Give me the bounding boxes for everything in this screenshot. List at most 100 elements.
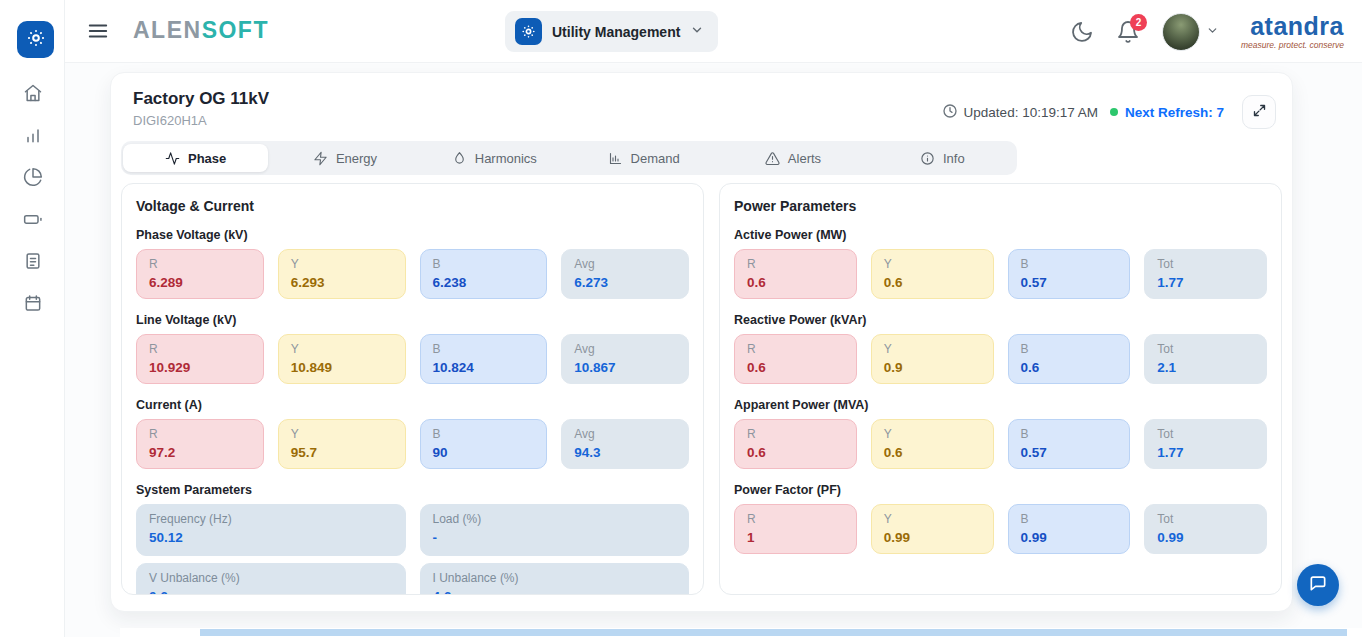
- tile-phase-label: R: [149, 342, 251, 356]
- tab-info[interactable]: Info: [870, 144, 1015, 172]
- sidebar-item-battery[interactable]: [22, 210, 44, 232]
- notifications-button[interactable]: 2: [1116, 20, 1140, 44]
- dark-mode-toggle[interactable]: [1070, 20, 1094, 44]
- moon-icon: [1070, 30, 1094, 47]
- sidebar-item-calendar[interactable]: [22, 294, 44, 316]
- group-label: Phase Voltage (kV): [136, 228, 689, 242]
- sidebar-item-home[interactable]: [22, 84, 44, 106]
- tile-value: 10.867: [574, 360, 676, 375]
- brand-name: atandra: [1241, 14, 1344, 39]
- tile-value: 0.57: [1021, 275, 1118, 290]
- panels: Voltage & Current Phase Voltage (kV)R6.2…: [111, 175, 1292, 595]
- tile-value: 95.7: [291, 445, 393, 460]
- tile-value: 0.57: [1021, 445, 1118, 460]
- system-tile-label: Load (%): [433, 512, 677, 526]
- metric-tile-b: B0.99: [1008, 504, 1131, 554]
- voltage-current-groups: Phase Voltage (kV)R6.289Y6.293B6.238Avg6…: [136, 228, 689, 469]
- droplet-icon: [452, 151, 467, 166]
- horizontal-scrollbar-thumb[interactable]: [200, 629, 1347, 636]
- tab-label: Energy: [336, 151, 377, 166]
- tab-bar: Phase Energy Harmonics Demand AlertsInfo: [121, 141, 1017, 175]
- utility-module-icon: [515, 18, 542, 45]
- tile-value: 0.6: [884, 275, 981, 290]
- tile-phase-label: Y: [884, 342, 981, 356]
- metric-tile-b: B 0.57: [1008, 249, 1131, 299]
- waveform-icon: [165, 151, 180, 166]
- metric-tile-r: R0.6: [734, 419, 857, 469]
- sidebar-item-bar-chart[interactable]: [22, 126, 44, 148]
- module-selector-label: Utility Management: [552, 24, 680, 40]
- metric-group: Line Voltage (kV)R10.929Y10.849B10.824Av…: [136, 313, 689, 384]
- tab-harmonics[interactable]: Harmonics: [422, 144, 567, 172]
- horizontal-scrollbar-track[interactable]: [120, 628, 1362, 637]
- system-parameters-group: System Parameters Frequency (Hz)50.12Loa…: [136, 483, 689, 595]
- chart-icon: [608, 151, 623, 166]
- tile-phase-label: R: [149, 257, 251, 271]
- tile-value: 6.293: [291, 275, 393, 290]
- tile-row: R97.2Y95.7B90Avg94.3: [136, 419, 689, 469]
- topbar-actions: 2 atandra measure. protect. conserve: [1070, 0, 1344, 63]
- group-label: Active Power (MW): [734, 228, 1267, 242]
- status-dot: [1110, 108, 1118, 116]
- group-label: Current (A): [136, 398, 689, 412]
- chat-bubble-icon: [1308, 573, 1328, 597]
- tile-value: 1.77: [1157, 445, 1254, 460]
- module-selector[interactable]: Utility Management: [505, 11, 718, 52]
- tile-phase-label: Tot: [1157, 427, 1254, 441]
- metric-tile-b: B0.57: [1008, 419, 1131, 469]
- system-tile-value: 4.6: [433, 589, 677, 595]
- card-title-block: Factory OG 11kV DIGI620H1A: [123, 89, 269, 128]
- menu-icon[interactable]: [87, 20, 109, 42]
- user-menu[interactable]: [1162, 13, 1219, 51]
- tab-phase[interactable]: Phase: [123, 144, 268, 172]
- topbar: ALENSOFT Utility Management: [65, 0, 1362, 63]
- sidebar-item-pie-chart[interactable]: [22, 168, 44, 190]
- tile-phase-label: Avg: [574, 342, 676, 356]
- tile-value: 10.849: [291, 360, 393, 375]
- metric-tile-y: Y0.99: [871, 504, 994, 554]
- system-tile: I Unbalance (%)4.6: [420, 563, 690, 595]
- brand-tagline: measure. protect. conserve: [1241, 41, 1344, 50]
- tile-value: 97.2: [149, 445, 251, 460]
- tab-label: Demand: [631, 151, 680, 166]
- metric-tile-b: B0.6: [1008, 334, 1131, 384]
- tab-energy[interactable]: Energy: [272, 144, 417, 172]
- metric-group: Phase Voltage (kV)R6.289Y6.293B6.238Avg6…: [136, 228, 689, 299]
- group-label: Line Voltage (kV): [136, 313, 689, 327]
- refresh-status: Next Refresh: 7: [1110, 105, 1224, 120]
- tile-phase-label: Y: [884, 427, 981, 441]
- tile-value: 90: [433, 445, 535, 460]
- battery-icon: [23, 209, 43, 233]
- sidebar-item-document[interactable]: [22, 252, 44, 274]
- app-logo-tile[interactable]: [17, 21, 54, 58]
- chat-button[interactable]: [1297, 564, 1339, 606]
- power-parameter-groups: Active Power (MW)R0.6Y0.6B0.57Tot1.77Rea…: [734, 228, 1267, 554]
- alensoft-logo[interactable]: ALENSOFT: [133, 17, 269, 44]
- metric-tile-tot: Tot2.1: [1144, 334, 1267, 384]
- tile-value: 0.6: [884, 445, 981, 460]
- tile-value: 1: [747, 530, 844, 545]
- tile-value: 0.6: [747, 360, 844, 375]
- metric-tile-tot: Tot 1.77: [1144, 419, 1267, 469]
- tile-phase-label: B: [1021, 257, 1118, 271]
- tab-alerts[interactable]: Alerts: [720, 144, 865, 172]
- system-tile-label: V Unbalance (%): [149, 571, 393, 585]
- system-tile-label: Frequency (Hz): [149, 512, 393, 526]
- fullscreen-button[interactable]: [1242, 95, 1276, 129]
- tab-demand[interactable]: Demand: [571, 144, 716, 172]
- metric-tile-y: Y6.293: [278, 249, 406, 299]
- atandra-logo: atandra measure. protect. conserve: [1241, 14, 1344, 50]
- metric-tile-r: R1: [734, 504, 857, 554]
- logo-part-1: ALEN: [133, 17, 202, 43]
- metric-tile-r: R0.6: [734, 249, 857, 299]
- tab-label: Phase: [188, 151, 226, 166]
- tile-phase-label: Avg: [574, 257, 676, 271]
- tab-label: Harmonics: [475, 151, 537, 166]
- tile-row: R0.6Y0.6B0.57Tot1.77: [734, 249, 1267, 299]
- metric-tile-r: R10.929: [136, 334, 264, 384]
- group-label: Power Factor (PF): [734, 483, 1267, 497]
- tile-phase-label: Y: [884, 257, 981, 271]
- calendar-icon: [23, 293, 43, 317]
- tile-phase-label: R: [747, 512, 844, 526]
- tile-phase-label: Y: [291, 427, 393, 441]
